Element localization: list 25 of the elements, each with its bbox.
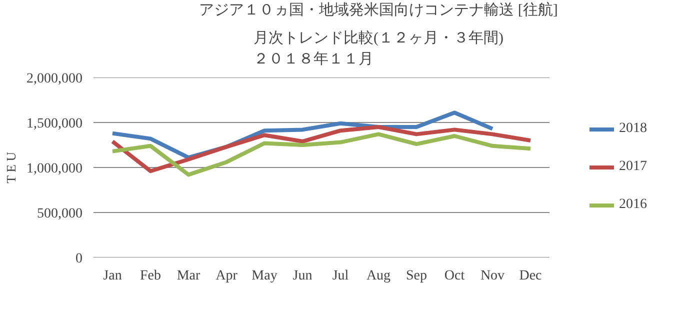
y-tick-label: 1,000,000 <box>26 162 82 176</box>
x-tick-label: Feb <box>140 268 161 284</box>
x-tick-label: May <box>252 268 278 284</box>
y-tick-label: 500,000 <box>37 206 82 222</box>
x-tick-label: Dec <box>519 268 542 284</box>
x-tick-label: Aug <box>366 268 391 284</box>
legend-label: 2017 <box>619 159 648 175</box>
line-series <box>110 125 532 174</box>
legend-label: 2018 <box>619 121 648 137</box>
y-tick-label: 2,000,000 <box>26 72 82 86</box>
legend-label: 2016 <box>619 197 648 213</box>
x-tick-label: Oct <box>444 268 465 284</box>
chart-title: アジア１０ヵ国・地域発米国向けコンテナ輸送 [往航] <box>199 2 558 18</box>
x-tick-label: Jan <box>103 268 122 284</box>
x-tick-label: Mar <box>176 268 200 284</box>
y-axis-title: T E U <box>4 151 18 184</box>
y-tick-label: 1,500,000 <box>26 116 82 132</box>
chart-subtitle: 月次トレンド比較(１２ヶ月・３年間) ２０１８年１１月 <box>254 30 504 68</box>
y-tick-label: 0 <box>76 252 82 266</box>
x-tick-label: Jul <box>332 268 349 284</box>
x-tick-label: Nov <box>480 268 505 284</box>
x-tick-label: Sep <box>406 268 427 284</box>
line-series <box>110 132 532 177</box>
x-tick-label: Apr <box>216 268 238 284</box>
x-tick-label: Jun <box>292 268 312 284</box>
